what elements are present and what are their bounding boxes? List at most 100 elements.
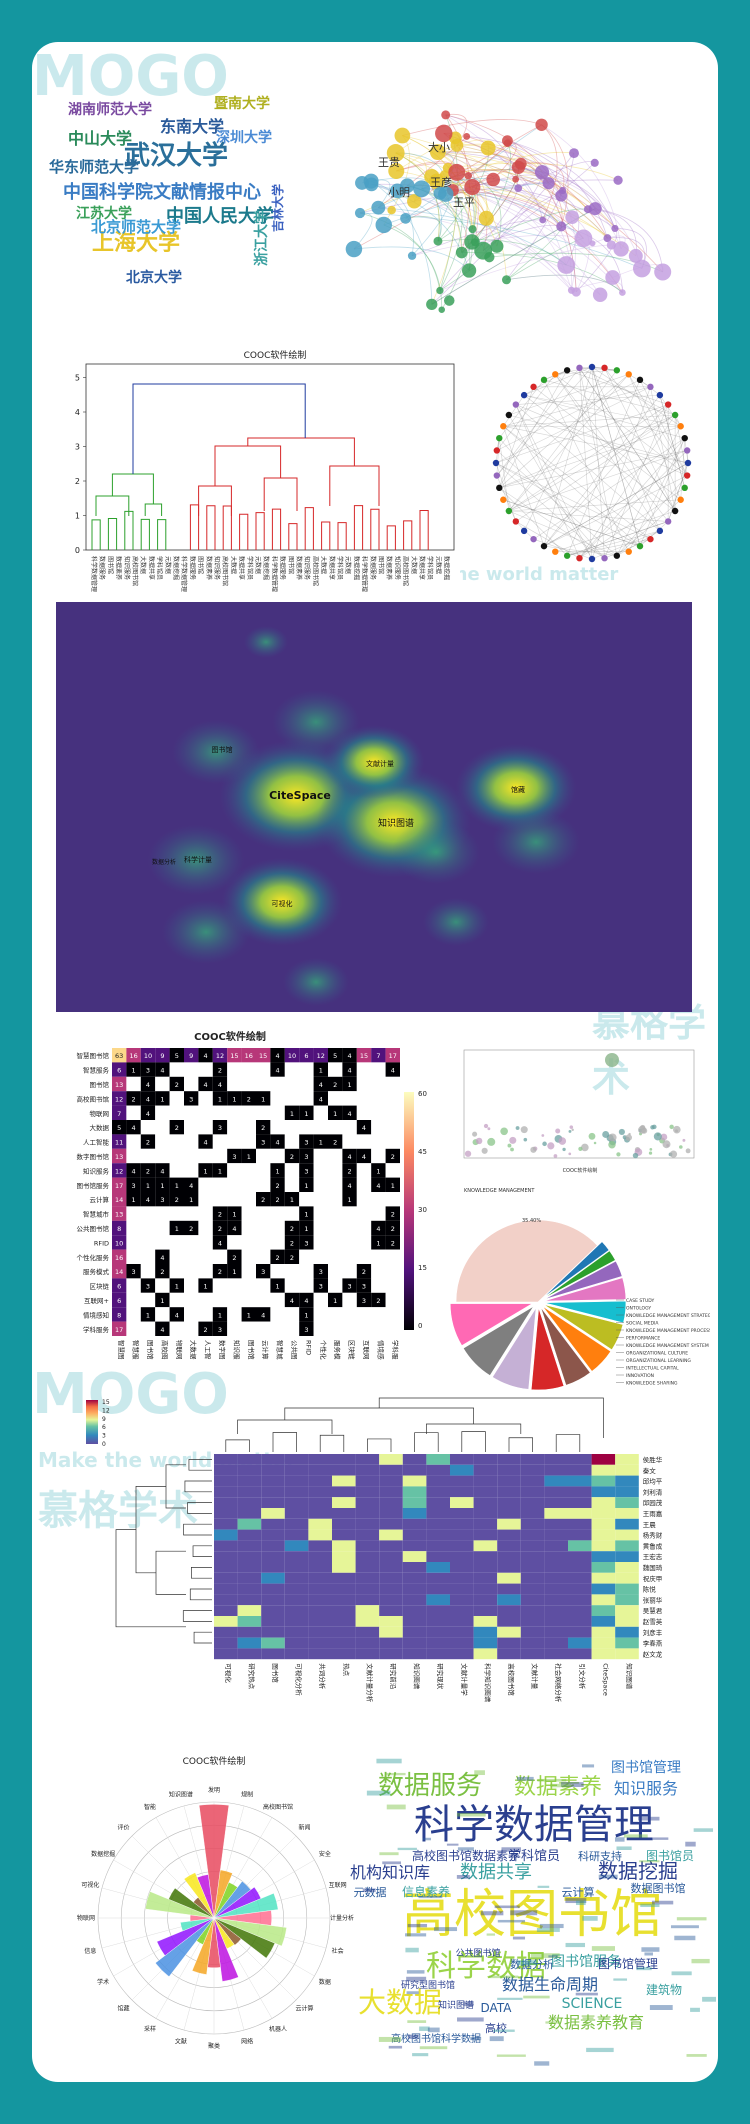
matrix-cell (198, 1206, 213, 1221)
scatter-point (685, 1148, 691, 1154)
matrix-cell (328, 1062, 343, 1077)
clustermap-cell (473, 1551, 498, 1562)
circular-edge (616, 499, 681, 556)
clustermap-cell (261, 1486, 285, 1498)
matrix-cell (241, 1134, 256, 1149)
matrix-cell (155, 1249, 170, 1264)
wordcloud-small-word (456, 1874, 470, 1879)
scatter-point (568, 1152, 572, 1156)
matrix-cell (385, 1048, 400, 1063)
clustermap-cell (308, 1497, 332, 1508)
clustermap-cell (261, 1529, 285, 1541)
clustermap-cell (520, 1540, 545, 1552)
scatter-point (487, 1127, 491, 1131)
matrix-cell (169, 1220, 184, 1236)
scatter-point (653, 1132, 662, 1141)
pie-slice (543, 1277, 627, 1302)
matrix-cell-value: 6 (304, 1052, 308, 1060)
circular-edge (503, 425, 689, 464)
matrix-cell (112, 1321, 127, 1336)
clustermap-cell (214, 1594, 238, 1606)
matrix-cell (140, 1206, 156, 1221)
clustermap-cell (402, 1551, 427, 1562)
wordcloud-small-word (586, 2047, 614, 2053)
clustermap-cell (402, 1616, 427, 1627)
matrix-cell-value: 1 (204, 1167, 208, 1175)
clustermap-cell (473, 1626, 498, 1638)
clustermap-cell (615, 1540, 639, 1552)
matrix-cell-value: 3 (304, 1139, 308, 1147)
clustermap-row-label: 陈悦 (643, 1585, 657, 1594)
network-edge (541, 124, 558, 221)
wordcloud-keyword: 元数据 (354, 1885, 387, 1899)
network-edge (452, 189, 488, 251)
matrix-cell (342, 1048, 357, 1063)
clustermap-cell (379, 1572, 403, 1584)
dendrogram-link (206, 505, 216, 550)
matrix-cell (328, 1220, 343, 1236)
circular-node (552, 548, 559, 555)
circular-edge (616, 530, 661, 556)
clustermap-row-label: 祝庆甲 (643, 1574, 663, 1583)
wordcloud-small-word (598, 1874, 618, 1879)
clustermap-cell (520, 1594, 545, 1606)
wordcloud-keyword: 数据共享 (460, 1862, 532, 1883)
matrix-cell (140, 1264, 156, 1279)
clustermap-cell (355, 1540, 380, 1552)
matrix-cell-value: 4 (376, 1225, 380, 1233)
clustermap-cell (402, 1562, 427, 1573)
clustermap-cell (497, 1486, 521, 1498)
network-node (450, 138, 464, 152)
clustermap-cell (591, 1475, 616, 1487)
wordcloud-small-word (690, 2007, 700, 2012)
clustermap-cell (379, 1594, 403, 1606)
matrix-cell-value: 4 (146, 1110, 150, 1118)
clustermap-cell (568, 1551, 592, 1562)
wordcloud-small-word (407, 1923, 428, 1928)
polar-bar (213, 1917, 276, 1959)
clustermap-cell (426, 1605, 450, 1616)
matrix-cell (155, 1048, 170, 1063)
matrix-cell (126, 1235, 141, 1250)
network-node (590, 158, 599, 167)
clustermap-cell (520, 1454, 545, 1465)
network-node (569, 148, 579, 159)
circular-edge (667, 462, 689, 522)
clustermap-cell (214, 1572, 238, 1584)
wordcloud-small-word (497, 1997, 523, 2000)
matrix-cell-value: 4 (319, 1095, 323, 1103)
clustermap-cell (379, 1605, 403, 1616)
clustermap-col-label: CiteSpace (601, 1663, 609, 1696)
matrix-cell (112, 1249, 127, 1264)
dendrogram-ytick: 1 (75, 512, 80, 521)
matrix-cell (342, 1264, 357, 1279)
network-node (588, 202, 602, 216)
matrix-cell (169, 1177, 184, 1192)
circular-node (613, 552, 621, 559)
clustermap-cell (355, 1551, 380, 1562)
clustermap-cell (544, 1497, 568, 1508)
clustermap-cell (473, 1508, 498, 1519)
network-node (363, 173, 379, 189)
matrix-cell (198, 1292, 213, 1308)
matrix-cell (212, 1220, 228, 1236)
matrix-colorbar-tick: 30 (418, 1206, 427, 1214)
matrix-cell (256, 1163, 271, 1178)
clustermap-cell (497, 1572, 521, 1584)
circular-edge (579, 367, 676, 512)
clustermap-cell (426, 1616, 450, 1627)
wordcloud-small-word (685, 1841, 696, 1847)
matrix-cell (198, 1105, 213, 1120)
clustermap-col-label: 可视化分析 (295, 1663, 304, 1696)
clustermap-cell (544, 1508, 568, 1519)
matrix-cell (184, 1134, 199, 1149)
network-edge (397, 190, 577, 293)
matrix-cell (256, 1307, 271, 1322)
clustermap-cell (591, 1464, 616, 1476)
clustermap-cell (568, 1562, 592, 1573)
wordcloud-word: 吉林大学 (270, 184, 285, 232)
circular-edge (579, 367, 676, 512)
matrix-cell (169, 1163, 184, 1178)
